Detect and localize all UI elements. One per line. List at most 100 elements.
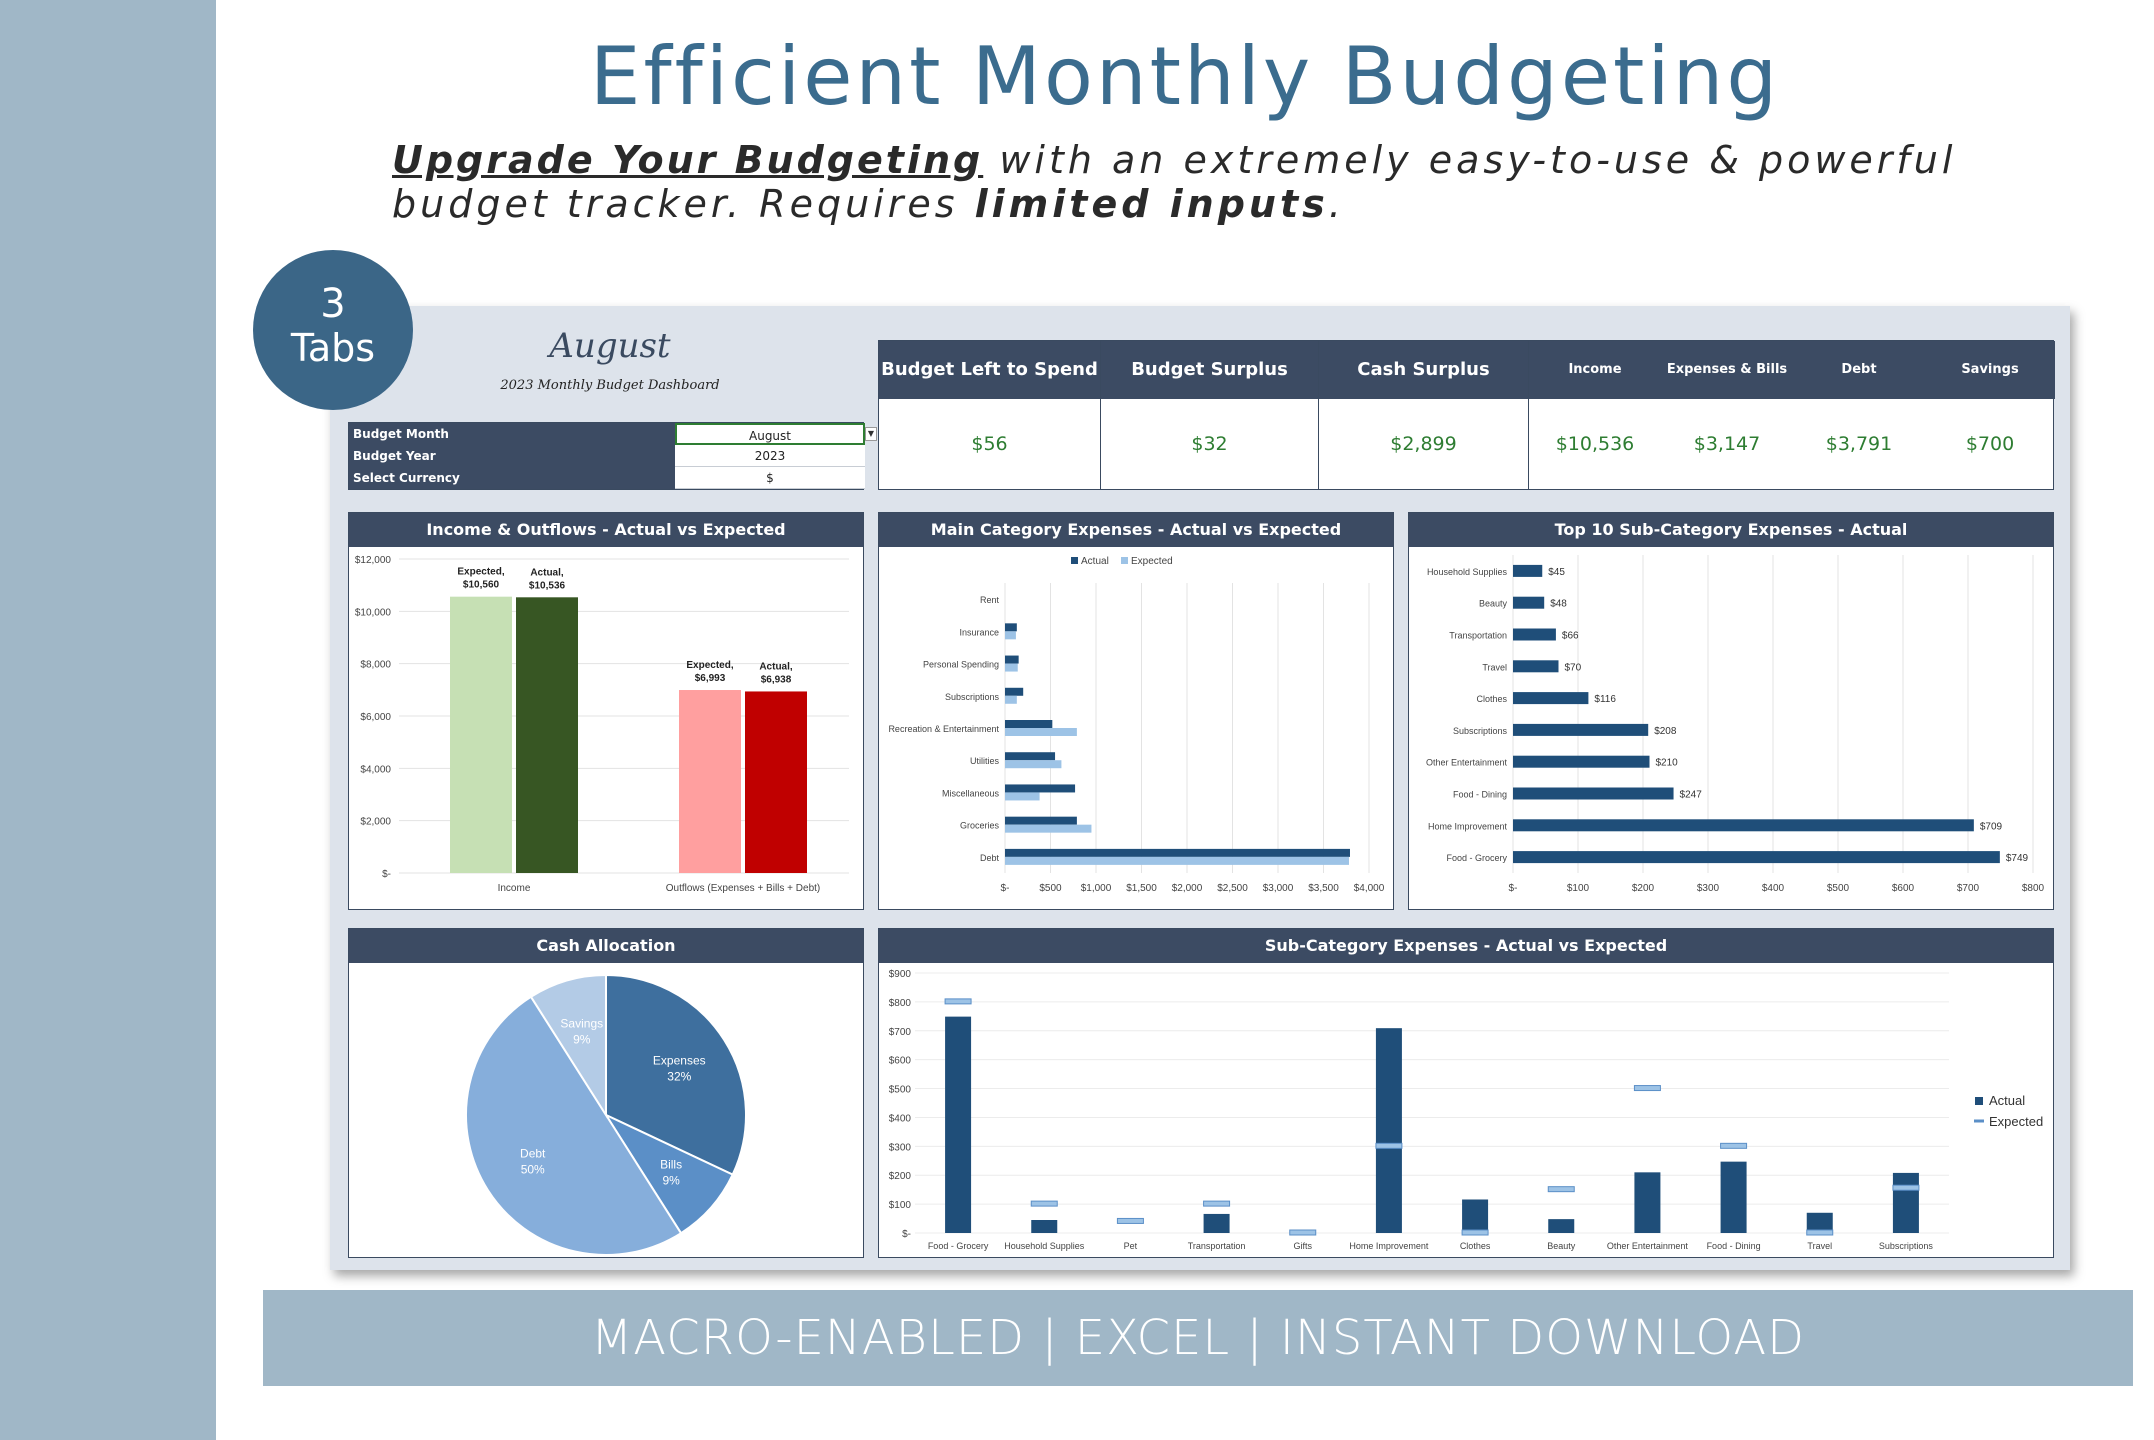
bar-value-label: $749	[2006, 853, 2029, 864]
x-tick-label: Home Improvement	[1349, 1241, 1429, 1251]
panel-title: Sub-Category Expenses - Actual vs Expect…	[879, 929, 2053, 963]
page-subtitle: Upgrade Your Budgeting with an extremely…	[392, 138, 2032, 226]
bar-value-label: $247	[1680, 790, 1703, 801]
y-tick-label: Subscriptions	[1453, 726, 1508, 736]
bar-actual	[1892, 1172, 1919, 1233]
bar-series-label: Expected,	[686, 660, 733, 671]
y-tick-label: Groceries	[960, 821, 1000, 831]
y-tick-label: Personal Spending	[923, 660, 999, 670]
panel-cash-allocation: Cash Allocation Expenses 32% Bills 9% Debt 50…	[348, 928, 864, 1258]
x-tick-label: Beauty	[1547, 1241, 1576, 1251]
subtitle-text: with an extremely easy-to-use & powerful…	[392, 138, 1957, 226]
kpi-value-savings: $700	[1965, 433, 2015, 455]
page-title: Efficient Monthly Budgeting	[589, 30, 1781, 123]
bar-actual	[1005, 720, 1053, 728]
x-tick-label: $200	[1632, 883, 1655, 894]
y-tick-label: Beauty	[1479, 599, 1508, 609]
bar-expected	[1005, 728, 1077, 736]
bar-value-label: $6,993	[695, 673, 726, 684]
y-tick-label: $2,000	[360, 817, 391, 828]
x-tick-label: $3,000	[1263, 883, 1294, 894]
x-tick-label: $400	[1762, 883, 1785, 894]
panel-title: Main Category Expenses - Actual vs Expec…	[879, 513, 1393, 547]
setting-row-year: Budget Year 2023	[349, 445, 865, 467]
tabs-count: 3	[320, 281, 346, 327]
x-tick-label: $3,500	[1308, 883, 1339, 894]
bar-series-label: Actual,	[530, 567, 564, 578]
kpi-cash-surplus: Cash Surplus $2,899	[1319, 341, 1529, 489]
kpi-label: Savings	[1925, 341, 2055, 399]
pie-label-name: Savings	[560, 1017, 603, 1031]
x-tick-label: Pet	[1124, 1241, 1138, 1251]
legend-swatch-actual	[1071, 557, 1078, 564]
y-tick-label: Home Improvement	[1428, 821, 1508, 831]
marker-expected	[1375, 1142, 1403, 1149]
bar-actual	[1513, 692, 1589, 705]
dashboard-month: August	[549, 326, 671, 366]
bar-actual	[1513, 723, 1649, 736]
panel-title: Cash Allocation	[349, 929, 863, 963]
bar-actual	[1005, 848, 1350, 857]
kpi-value-income: $10,536	[1555, 433, 1635, 455]
bar-expected	[679, 690, 741, 873]
panel-main-category: Main Category Expenses - Actual vs Expec…	[878, 512, 1394, 910]
kpi-breakdown-group: Income Expenses & Bills Debt Savings $10…	[1529, 341, 2055, 489]
side-stripe	[0, 0, 216, 1440]
currency-field[interactable]: $	[675, 467, 865, 489]
pie-label-name: Bills	[660, 1157, 682, 1171]
x-tick-label: $1,500	[1126, 883, 1157, 894]
x-tick-label: $4,000	[1354, 883, 1385, 894]
kpi-label: Cash Surplus	[1319, 341, 1528, 399]
panel-title: Top 10 Sub-Category Expenses - Actual	[1409, 513, 2053, 547]
kpi-value-debt: $3,791	[1825, 433, 1893, 455]
bar-value-label: $48	[1550, 599, 1567, 610]
bar-value-label: $70	[1565, 662, 1582, 673]
kpi-value: $2,899	[1390, 433, 1457, 455]
y-tick-label: Household Supplies	[1427, 567, 1508, 577]
bar-actual	[1513, 596, 1545, 609]
dashboard-screenshot: August 2023 Monthly Budget Dashboard Bud…	[330, 306, 2070, 1270]
pie-label-value: 9%	[573, 1033, 591, 1047]
tabs-badge: 3 Tabs	[253, 250, 413, 410]
bar-value-label: $116	[1594, 694, 1616, 705]
bar-expected	[1005, 856, 1349, 865]
x-tick-label: $100	[1567, 883, 1590, 894]
main-category-chart: $- $500 $1,000 $1,500 $2,000 $2,500 $3,000 $3,5…	[888, 556, 1385, 894]
subtitle-end: .	[1328, 182, 1345, 226]
pie-slice-savings	[529, 973, 607, 1119]
x-tick-label: $2,500	[1217, 883, 1248, 894]
y-tick-label: $4,000	[360, 764, 391, 775]
bar-actual	[1548, 1219, 1575, 1233]
subcategory-chart: $- $100 $200 $300 $400 $500 $600 $700 $800 $900 Fo…	[889, 969, 2043, 1251]
bar-actual	[1005, 752, 1056, 761]
kpi-label: Expenses & Bills	[1661, 341, 1793, 399]
pie-label-name: Expenses	[653, 1053, 706, 1067]
chevron-down-icon[interactable]: ▼	[865, 427, 877, 441]
y-tick-label: Clothes	[1476, 694, 1507, 704]
pie-slice-expenses	[605, 973, 747, 1176]
budget-year-field[interactable]: 2023	[675, 445, 865, 467]
bar-actual	[1513, 787, 1674, 800]
kpi-label: Debt	[1793, 341, 1925, 399]
marker-expected	[1547, 1186, 1575, 1193]
legend-swatch-expected	[1121, 557, 1128, 564]
bar-series-label: Expected,	[457, 567, 504, 578]
marker-expected	[1203, 1200, 1231, 1207]
y-tick-label: Insurance	[959, 627, 999, 637]
y-tick-label: Miscellaneous	[942, 788, 1000, 798]
x-tick-label: $500	[1039, 883, 1062, 894]
bar-actual	[1005, 816, 1077, 825]
panel-title: Income & Outflows - Actual vs Expected	[349, 513, 863, 547]
bar-actual	[945, 1016, 972, 1233]
budget-month-select[interactable]: August	[675, 423, 865, 445]
bar-series-label: Actual,	[759, 661, 793, 672]
y-tick-label: $100	[889, 1200, 912, 1211]
legend-swatch-actual	[1975, 1097, 1983, 1105]
bar-actual	[1720, 1161, 1747, 1233]
bar-actual	[1513, 819, 1974, 832]
bar-expected	[1005, 792, 1040, 801]
bar-expected	[1005, 695, 1017, 704]
pie-slice-bills	[603, 1112, 735, 1235]
marker-expected	[1892, 1184, 1920, 1191]
x-tick-label: $800	[2022, 883, 2045, 894]
